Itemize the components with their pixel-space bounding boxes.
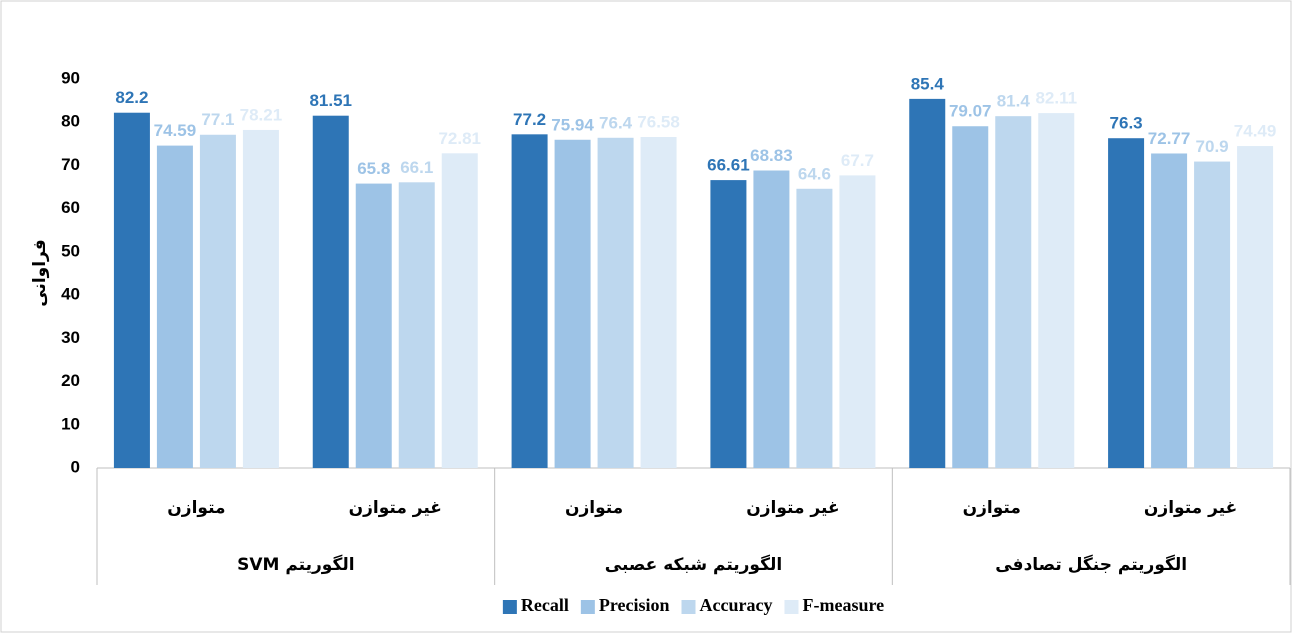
data-label: 68.83 <box>750 146 793 165</box>
legend-swatch <box>681 600 696 614</box>
data-label: 76.4 <box>599 113 633 132</box>
y-tick-label: 0 <box>71 457 80 476</box>
legend-label: Recall <box>521 595 569 615</box>
bar <box>995 116 1032 468</box>
legend-swatch <box>502 600 517 614</box>
bar <box>1151 153 1188 468</box>
data-label: 74.49 <box>1234 122 1277 141</box>
data-label: 72.81 <box>438 129 481 148</box>
bar <box>312 115 349 468</box>
x-tick-label: غیر متوازن <box>746 498 839 518</box>
data-label: 66.1 <box>400 158 433 177</box>
x-tick-label: متوازن <box>565 498 623 518</box>
legend-swatch <box>580 600 595 614</box>
y-tick-label: 20 <box>61 371 80 390</box>
bar <box>113 112 150 469</box>
legend-label: Accuracy <box>700 595 773 615</box>
bar <box>242 129 279 469</box>
bar <box>199 134 236 469</box>
bar <box>441 153 478 468</box>
legend-label: Precision <box>599 595 670 615</box>
y-tick-label: 10 <box>61 414 80 433</box>
bar <box>511 134 548 468</box>
data-label: 72.77 <box>1148 129 1191 148</box>
x-tick-label: غیر متوازن <box>349 498 442 518</box>
x-tick-label: متوازن <box>167 498 225 518</box>
bar <box>355 183 392 468</box>
bar <box>753 170 790 468</box>
data-label: 78.21 <box>240 105 283 124</box>
data-label: 64.6 <box>798 164 831 183</box>
data-label: 75.94 <box>551 115 594 134</box>
bar <box>156 145 193 468</box>
bar <box>398 182 435 468</box>
y-axis-label: فراوانی <box>30 239 50 307</box>
y-tick-label: 50 <box>61 241 80 260</box>
data-label: 70.9 <box>1196 137 1229 156</box>
y-tick-label: 70 <box>61 155 80 174</box>
bar <box>1038 113 1075 469</box>
data-label: 82.2 <box>115 88 148 107</box>
y-tick-label: 60 <box>61 198 80 217</box>
data-label: 82.11 <box>1035 89 1077 108</box>
y-tick-label: 30 <box>61 328 80 347</box>
data-label: 76.58 <box>637 112 680 131</box>
data-label: 81.4 <box>997 92 1031 111</box>
bar <box>597 137 634 468</box>
bar <box>640 137 677 469</box>
group-label: الگوریتم شبکه عصبی <box>605 554 782 575</box>
bar <box>909 98 946 468</box>
legend-swatch <box>784 600 799 614</box>
data-label: 66.61 <box>707 156 750 175</box>
data-label: 79.07 <box>949 102 992 121</box>
data-label: 76.3 <box>1110 114 1143 133</box>
bar <box>952 126 989 469</box>
bar <box>1194 161 1231 468</box>
x-tick-label: غیر متوازن <box>1144 498 1237 518</box>
data-label: 81.51 <box>309 91 352 110</box>
data-label: 77.2 <box>513 110 546 129</box>
data-label: 74.59 <box>154 121 197 140</box>
bar <box>554 139 591 468</box>
y-tick-label: 90 <box>61 68 80 87</box>
data-label: 65.8 <box>357 159 390 178</box>
group-label: الگوریتم جنگل تصادفی <box>995 554 1187 575</box>
group-label: الگوریتم SVM <box>237 554 354 575</box>
y-tick-label: 40 <box>61 285 80 304</box>
bar <box>796 188 833 469</box>
data-label: 77.1 <box>201 110 234 129</box>
bar <box>839 175 876 468</box>
legend-label: F-measure <box>802 595 884 615</box>
bar <box>1108 138 1145 468</box>
y-tick-label: 80 <box>61 112 80 131</box>
x-tick-label: متوازن <box>963 498 1021 518</box>
data-label: 85.4 <box>911 74 945 93</box>
bar <box>1237 146 1274 469</box>
data-label: 67.7 <box>841 151 874 170</box>
bar <box>710 180 747 468</box>
